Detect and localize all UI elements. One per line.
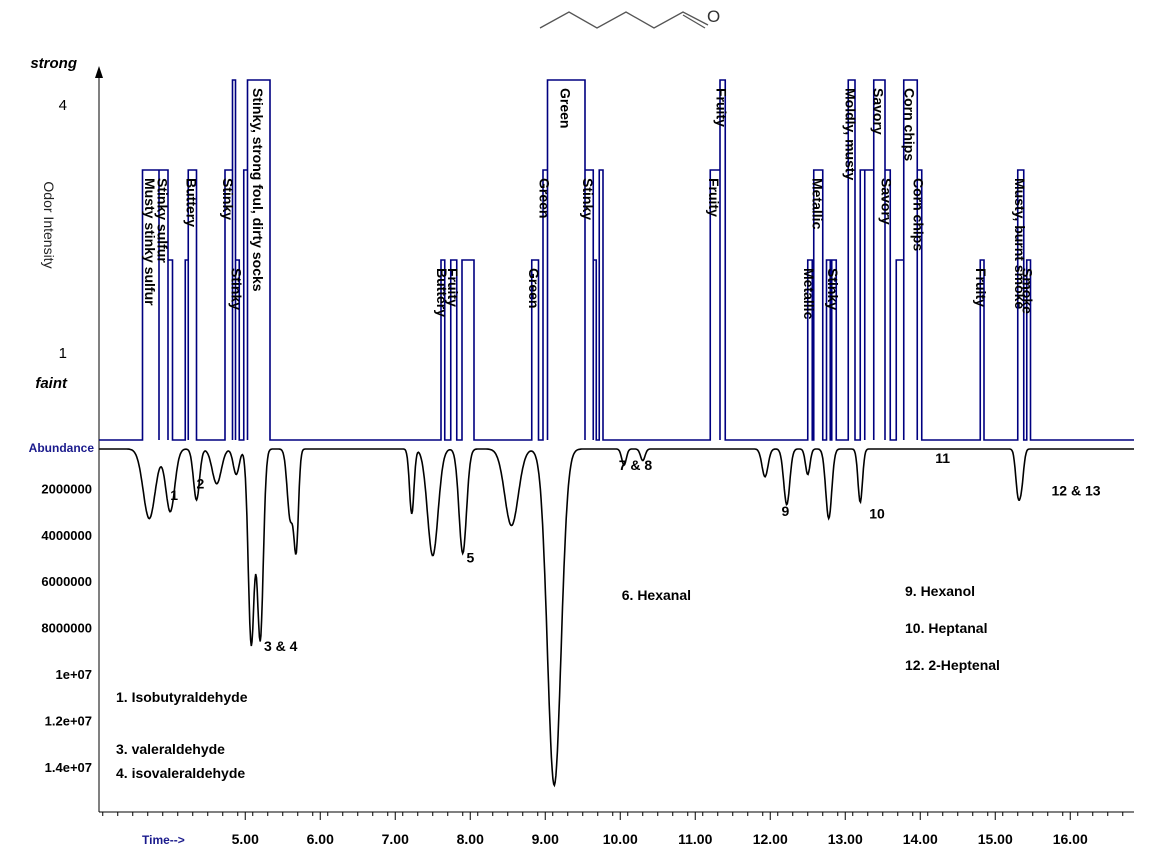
- time-tick-label: 15.00: [978, 831, 1013, 847]
- abundance-tick-label: 6000000: [41, 574, 92, 589]
- odor-label: Smoke: [1020, 268, 1036, 314]
- odor-label: Fruity: [714, 88, 730, 127]
- abundance-tick-label: 1.4e+07: [45, 760, 92, 775]
- odor-label: Stinky, strong foul, dirty socks: [250, 88, 266, 292]
- peak-label: 10: [869, 506, 885, 522]
- odor-level-faint: faint: [35, 375, 68, 392]
- odor-label: Metallic: [801, 268, 817, 320]
- peak-label: 12 & 13: [1052, 482, 1101, 498]
- peak-label: 3 & 4: [264, 638, 298, 654]
- time-tick-label: 10.00: [603, 831, 638, 847]
- odor-label: Stinky: [580, 178, 596, 220]
- peak-labels: 1 2 3 & 4 5 6. Hexanal 7 & 8 9 10 11 12 & 13: [170, 450, 1100, 654]
- odor-label: Fruity: [445, 268, 461, 307]
- peak-label: 5: [467, 550, 475, 566]
- odor-label: Green: [557, 88, 573, 128]
- odor-axis-arrowhead: [95, 66, 103, 78]
- odor-label: Buttery: [183, 178, 199, 227]
- legend-item: 3. valeraldehyde: [116, 741, 225, 757]
- time-tick-label: 13.00: [828, 831, 863, 847]
- hexanal-structure: O: [539, 7, 720, 29]
- abundance-axis-label: Abundance: [29, 441, 95, 455]
- peak-label: 7 & 8: [619, 457, 653, 473]
- time-tick-label: 8.00: [457, 831, 484, 847]
- compound-legend-left: 1. Isobutyraldehyde 3. valeraldehyde 4. …: [116, 689, 248, 781]
- odor-label: Buttery: [434, 268, 450, 317]
- time-tick-label: 7.00: [382, 831, 409, 847]
- abundance-tick-label: 8000000: [41, 621, 92, 636]
- abundance-tick-labels: 2000000 4000000 6000000 8000000 1e+07 1.2e+07…: [41, 481, 92, 774]
- peak-label: 6. Hexanal: [622, 587, 691, 603]
- peak-label: 9: [782, 503, 790, 519]
- odor-label: Savory: [870, 88, 886, 135]
- chromatogram-trace: [99, 448, 1134, 788]
- peak-label: 2: [197, 475, 205, 491]
- time-axis-label: Time-->: [142, 833, 185, 847]
- odor-label: Moldly, musty: [843, 88, 859, 181]
- odor-label: Green: [536, 178, 552, 218]
- odor-label: Musty stinky sulfur: [142, 178, 158, 306]
- odor-label: Corn chips: [902, 88, 918, 161]
- odor-intensity-axis-label: Odor Intensity: [41, 181, 57, 268]
- legend-item: 12. 2-Heptenal: [905, 657, 1000, 673]
- time-tick-label: 6.00: [307, 831, 334, 847]
- odor-label: Savory: [879, 178, 895, 225]
- peak-label: 11: [935, 450, 950, 466]
- abundance-tick-label: 2000000: [41, 481, 92, 496]
- abundance-tick-label: 1e+07: [55, 667, 92, 682]
- odor-label: Stinky: [220, 178, 236, 220]
- odor-level-strong: strong: [30, 55, 77, 72]
- hexanal-bond-chain: [539, 11, 709, 29]
- odor-label: Musty, burnt smoke: [1012, 178, 1028, 309]
- abundance-tick-label: 1.2e+07: [45, 713, 92, 728]
- time-axis-ticks: [102, 812, 1124, 820]
- hexanal-double-bond: [682, 14, 706, 29]
- odor-label: Fruity: [973, 268, 989, 307]
- odor-axis-labels: strong 4 1 faint Odor Intensity: [30, 55, 77, 392]
- odor-label: Metallic: [809, 178, 825, 230]
- time-tick-label: 9.00: [532, 831, 559, 847]
- odor-label: Stinky: [228, 268, 244, 310]
- abundance-labels: Abundance 2000000 4000000 6000000 8000000 1e…: [29, 441, 1088, 847]
- compound-legend-right: 9. Hexanol 10. Heptanal 12. 2-Heptenal: [905, 583, 1000, 673]
- odor-label: Green: [526, 268, 542, 308]
- legend-item: 9. Hexanol: [905, 583, 975, 599]
- olfactogram-trace: [99, 79, 1134, 441]
- axes: [95, 66, 1134, 820]
- time-tick-label: 5.00: [232, 831, 259, 847]
- time-tick-label: 12.00: [753, 831, 788, 847]
- odor-label: Stinky sulfur: [155, 178, 171, 263]
- odor-label: Stinky: [825, 268, 841, 310]
- abundance-tick-label: 4000000: [41, 528, 92, 543]
- legend-item: 1. Isobutyraldehyde: [116, 689, 248, 705]
- peak-label: 1: [170, 487, 178, 503]
- time-tick-labels: 5.00 6.00 7.00 8.00 9.00 10.00 11.00 12.00 13.00…: [232, 831, 1088, 847]
- legend-item: 4. isovaleraldehyde: [116, 765, 245, 781]
- legend-item: 10. Heptanal: [905, 620, 987, 636]
- time-tick-label: 16.00: [1053, 831, 1088, 847]
- time-tick-label: 11.00: [678, 831, 712, 847]
- oxygen-atom-label: O: [707, 7, 720, 26]
- time-tick-label: 14.00: [903, 831, 938, 847]
- odor-label: Fruity: [706, 178, 722, 217]
- odor-level-4: 4: [59, 97, 67, 114]
- odor-label: Corn chips: [911, 178, 927, 251]
- odor-level-1: 1: [59, 345, 67, 362]
